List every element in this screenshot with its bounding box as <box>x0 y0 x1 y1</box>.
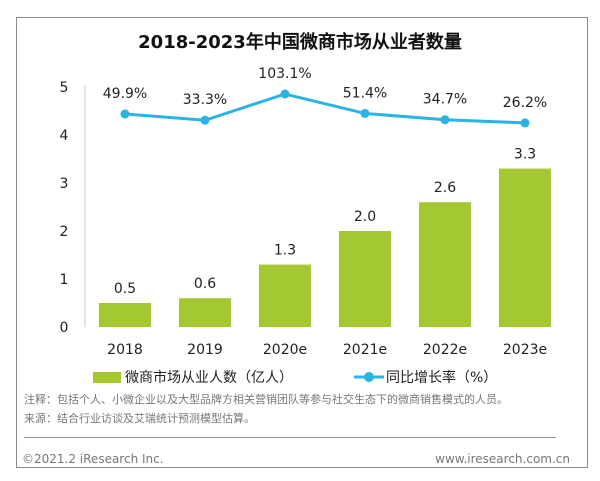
growth-value-label: 34.7% <box>423 92 467 108</box>
bar-value-label: 2.6 <box>434 180 456 196</box>
y-tick-label: 3 <box>60 176 69 192</box>
legend-item-line: 同比增长率（%） <box>354 367 497 387</box>
bar <box>99 303 151 327</box>
y-tick-label: 2 <box>60 224 69 240</box>
legend-item-bar: 微商市场从业人数（亿人） <box>93 367 293 387</box>
growth-value-label: 26.2% <box>503 95 547 111</box>
growth-point <box>360 108 370 118</box>
bar-value-label: 1.3 <box>274 243 296 259</box>
x-tick-label: 2020e <box>263 342 307 358</box>
y-tick-label: 4 <box>60 128 69 144</box>
y-tick-label: 5 <box>60 80 69 96</box>
growth-point <box>120 109 130 119</box>
legend-swatch-line <box>354 372 384 382</box>
chart-title: 2018-2023年中国微商市场从业者数量 <box>138 32 462 53</box>
bar-value-label: 0.6 <box>194 276 216 292</box>
growth-value-label: 49.9% <box>103 86 147 102</box>
legend-label-bar: 微商市场从业人数（亿人） <box>125 370 293 386</box>
footer-website: www.iresearch.com.cn <box>435 452 570 466</box>
x-tick-label: 2021e <box>343 342 387 358</box>
x-tick-label: 2018 <box>107 342 143 358</box>
legend-label-line: 同比增长率（%） <box>386 370 498 386</box>
bar <box>499 168 551 327</box>
growth-point <box>520 118 530 128</box>
footer-copyright: ©2021.2 iResearch Inc. <box>22 452 164 466</box>
y-tick-label: 1 <box>60 272 69 288</box>
growth-value-label: 103.1% <box>258 66 311 82</box>
bar-value-label: 2.0 <box>354 209 376 225</box>
x-tick-label: 2019 <box>187 342 223 358</box>
chart-frame <box>16 17 588 468</box>
source-text: 来源：结合行业访谈及艾瑞统计预测模型估算。 <box>24 412 255 425</box>
bar-value-label: 3.3 <box>514 147 536 163</box>
footer-divider <box>24 437 556 438</box>
growth-point <box>200 115 210 125</box>
growth-value-label: 33.3% <box>183 92 227 108</box>
x-tick-label: 2023e <box>503 342 547 358</box>
bar-value-label: 0.5 <box>114 281 136 297</box>
growth-line <box>124 92 526 125</box>
legend-swatch-bar <box>93 371 121 383</box>
x-tick-label: 2022e <box>423 342 467 358</box>
bar <box>419 202 471 327</box>
note-text: 注释：包括个人、小微企业以及大型品牌方相关营销团队等参与社交生态下的微商销售模式… <box>24 393 508 406</box>
bar <box>339 231 391 327</box>
growth-point <box>440 115 450 125</box>
growth-value-label: 51.4% <box>343 85 387 101</box>
growth-point <box>280 89 290 99</box>
bar <box>179 298 231 327</box>
bar <box>259 264 311 327</box>
y-tick-label: 0 <box>60 320 69 336</box>
